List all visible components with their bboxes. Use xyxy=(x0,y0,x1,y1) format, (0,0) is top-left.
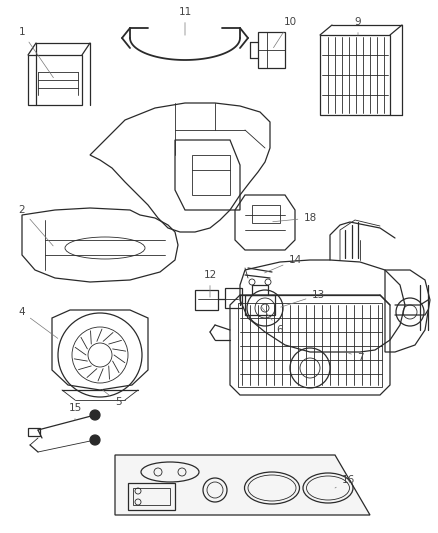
Text: 14: 14 xyxy=(265,255,302,273)
Bar xyxy=(252,205,280,223)
Text: 13: 13 xyxy=(281,290,325,307)
Text: 18: 18 xyxy=(273,213,317,223)
Text: 7: 7 xyxy=(345,351,363,363)
Polygon shape xyxy=(115,455,370,515)
Text: 11: 11 xyxy=(178,7,192,35)
Text: 1: 1 xyxy=(19,27,53,78)
Bar xyxy=(28,428,40,436)
Text: 9: 9 xyxy=(355,17,361,35)
Text: 4: 4 xyxy=(19,307,58,338)
Text: 5: 5 xyxy=(102,390,121,407)
Text: 15: 15 xyxy=(68,403,81,420)
Circle shape xyxy=(90,410,100,420)
Text: 16: 16 xyxy=(335,475,355,488)
Text: 10: 10 xyxy=(273,17,297,47)
Text: 12: 12 xyxy=(203,270,217,297)
Circle shape xyxy=(90,435,100,445)
Text: 2: 2 xyxy=(19,205,53,246)
Text: 6: 6 xyxy=(262,307,283,335)
Bar xyxy=(238,303,382,387)
Bar xyxy=(192,155,230,195)
